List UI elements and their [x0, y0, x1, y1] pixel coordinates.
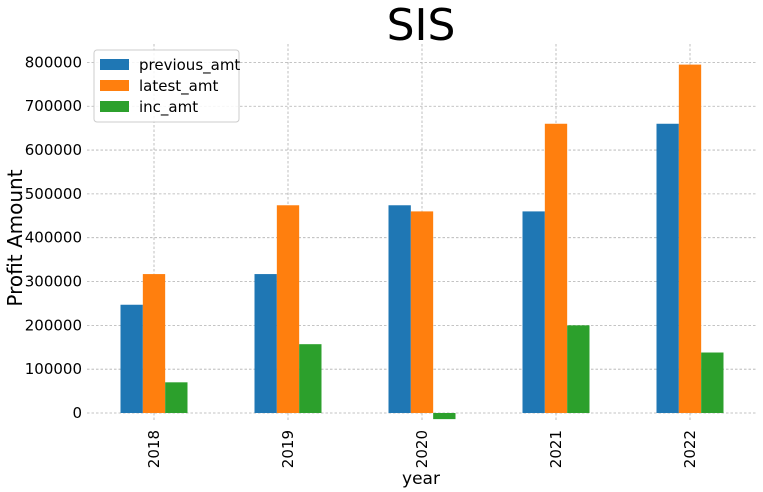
- y-tick-label: 0: [72, 404, 82, 422]
- y-tick-label: 500000: [25, 185, 82, 203]
- bar-previous_amt-2019: [254, 274, 277, 413]
- y-tick-label: 100000: [25, 360, 82, 378]
- legend-swatch: [100, 80, 129, 91]
- x-tick-label: 2020: [413, 430, 431, 468]
- bar-latest_amt-2020: [410, 211, 434, 413]
- bar-previous_amt-2020: [388, 205, 411, 413]
- bar-previous_amt-2022: [656, 123, 679, 413]
- y-tick-label: 700000: [25, 97, 82, 115]
- bar-inc_amt-2018: [165, 382, 188, 413]
- bar-inc_amt-2022: [701, 352, 724, 413]
- bar-inc_amt-2019: [299, 344, 322, 413]
- legend-box: [93, 49, 240, 123]
- bar-latest_amt-2019: [276, 205, 300, 413]
- y-axis-label: Profit Amount: [3, 169, 27, 306]
- y-tick-label: 600000: [25, 141, 82, 159]
- x-tick-labels: 2018 2019 2020 2021 2022: [145, 430, 699, 468]
- y-tick-label: 800000: [25, 53, 82, 71]
- bar-inc_amt-2020: [433, 412, 456, 420]
- x-tick-label: 2018: [145, 430, 163, 468]
- legend-swatch: [100, 59, 129, 70]
- bar-previous_amt-2018: [120, 304, 143, 413]
- x-tick-label: 2021: [547, 430, 565, 468]
- x-tick-label: 2019: [279, 430, 297, 468]
- bar-inc_amt-2021: [567, 325, 590, 413]
- y-tick-label: 200000: [25, 316, 82, 334]
- x-axis-label: year: [402, 469, 440, 489]
- bar-latest_amt-2022: [678, 64, 702, 413]
- chart-title: SIS: [387, 0, 456, 51]
- y-tick-labels: 0 100000 200000 300000 400000 500000 600000 700…: [25, 53, 82, 422]
- bars: [120, 64, 724, 420]
- bar-previous_amt-2021: [522, 211, 545, 413]
- bar-latest_amt-2021: [544, 123, 568, 413]
- legend-swatch: [100, 101, 129, 112]
- legend-label: previous_amt: [139, 56, 240, 75]
- legend-label: latest_amt: [139, 77, 218, 96]
- legend-label: inc_amt: [139, 98, 198, 117]
- bar-latest_amt-2018: [142, 274, 166, 413]
- legend: previous_amt latest_amt inc_amt: [93, 49, 240, 123]
- y-tick-label: 300000: [25, 273, 82, 291]
- x-tick-label: 2022: [681, 430, 699, 468]
- y-tick-label: 400000: [25, 229, 82, 247]
